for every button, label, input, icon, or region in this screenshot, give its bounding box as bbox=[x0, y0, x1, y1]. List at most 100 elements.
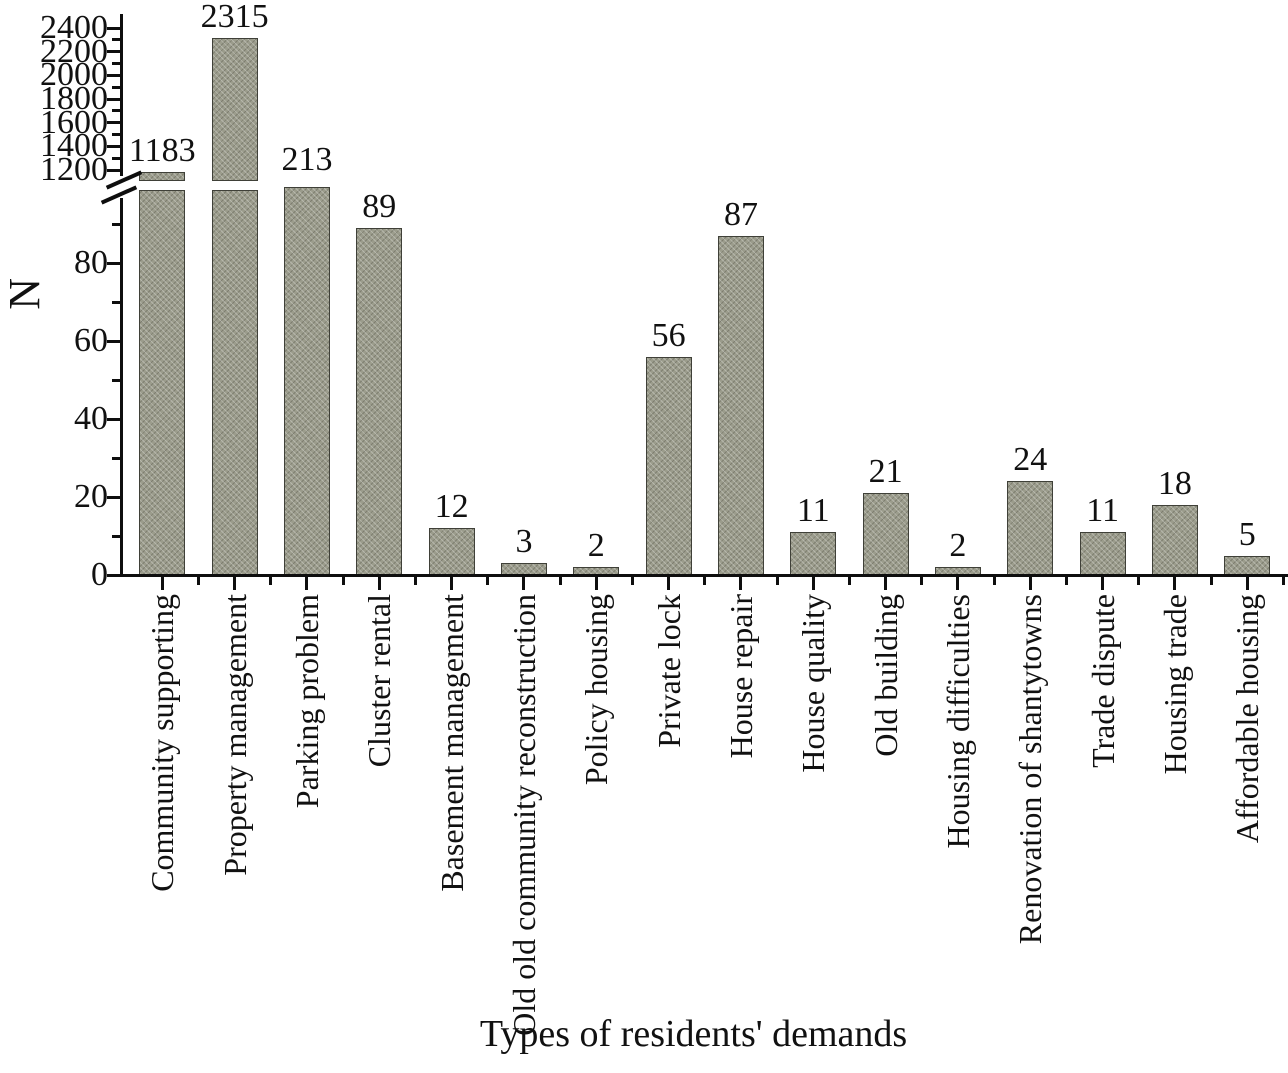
x-minor-tick bbox=[703, 577, 707, 585]
x-major-tick bbox=[377, 577, 381, 590]
y-major-tick bbox=[107, 97, 120, 101]
y-tick-label: 40 bbox=[74, 400, 108, 437]
bar-parking-problem bbox=[283, 187, 330, 575]
x-major-tick bbox=[667, 577, 671, 590]
x-major-tick bbox=[305, 577, 309, 590]
y-tick-label: 0 bbox=[91, 556, 108, 593]
x-category-label: House quality bbox=[795, 594, 832, 773]
x-minor-tick bbox=[847, 577, 851, 585]
bar-community-supporting-lower bbox=[139, 190, 186, 575]
x-category-label: Cluster rental bbox=[361, 594, 398, 768]
x-major-tick bbox=[1028, 577, 1032, 590]
y-tick-label: 1800 bbox=[40, 80, 108, 117]
x-major-tick bbox=[1101, 577, 1105, 590]
x-major-tick bbox=[1245, 577, 1249, 590]
bar-value-label: 11 bbox=[1086, 492, 1119, 530]
x-category-label: Affordable housing bbox=[1229, 594, 1266, 844]
bar-property-management-upper bbox=[211, 38, 258, 181]
x-minor-tick bbox=[558, 577, 562, 585]
y-major-tick bbox=[107, 261, 120, 265]
y-tick-label: 80 bbox=[74, 244, 108, 281]
bar-value-label: 56 bbox=[651, 316, 686, 354]
y-tick-label: 2200 bbox=[40, 32, 108, 70]
x-major-tick bbox=[1173, 577, 1177, 590]
x-category-label: Private lock bbox=[650, 594, 687, 748]
y-major-tick bbox=[107, 73, 120, 77]
x-category-label: Property management bbox=[216, 594, 253, 876]
bar-old-building bbox=[862, 493, 909, 575]
x-category-label: Basement management bbox=[433, 594, 470, 892]
y-axis-title: N bbox=[0, 278, 49, 310]
x-minor-tick bbox=[1137, 577, 1141, 585]
x-major-tick bbox=[522, 577, 526, 590]
y-tick-label: 1200 bbox=[40, 151, 108, 188]
x-minor-tick bbox=[196, 577, 200, 585]
x-minor-tick bbox=[1064, 577, 1068, 585]
y-minor-tick bbox=[112, 38, 120, 42]
bar-value-label: 3 bbox=[515, 523, 533, 561]
x-category-label: Housing difficulties bbox=[939, 594, 976, 849]
y-minor-tick bbox=[112, 222, 120, 226]
x-minor-tick bbox=[269, 577, 273, 585]
bar-value-label: 24 bbox=[1013, 441, 1048, 479]
y-major-tick bbox=[107, 144, 120, 148]
x-axis-title: Types of residents' demands bbox=[479, 1013, 908, 1055]
y-tick-label: 20 bbox=[74, 478, 108, 515]
y-major-tick bbox=[107, 121, 120, 125]
y-minor-tick bbox=[112, 85, 120, 89]
x-minor-tick bbox=[630, 577, 634, 585]
x-minor-tick bbox=[992, 577, 996, 585]
bar-value-label: 1183 bbox=[128, 132, 196, 169]
bar-value-label: 5 bbox=[1238, 515, 1256, 553]
y-tick-label: 60 bbox=[74, 322, 108, 359]
y-axis-line bbox=[120, 14, 123, 577]
bar-private-lock bbox=[645, 356, 692, 575]
x-category-label: Renovation of shantytowns bbox=[1012, 594, 1049, 945]
y-major-tick bbox=[107, 573, 120, 577]
bar-affordable-housing bbox=[1224, 555, 1271, 575]
y-tick-label: 1600 bbox=[40, 103, 108, 141]
bar-value-label: 12 bbox=[434, 488, 469, 526]
x-axis-line bbox=[120, 574, 1288, 577]
y-minor-tick bbox=[112, 456, 120, 460]
x-major-tick bbox=[811, 577, 815, 590]
x-category-label: Policy housing bbox=[578, 594, 615, 786]
bar-house-quality bbox=[790, 532, 837, 575]
y-minor-tick bbox=[112, 378, 120, 382]
x-minor-tick bbox=[486, 577, 490, 585]
x-category-label: Trade dispute bbox=[1084, 594, 1121, 768]
bar-basement-management bbox=[428, 528, 475, 575]
y-minor-tick bbox=[112, 62, 120, 65]
x-major-tick bbox=[594, 577, 598, 590]
x-category-label: Parking problem bbox=[288, 594, 325, 809]
bar-renovation-of-shantytowns bbox=[1007, 481, 1054, 575]
x-category-label: House repair bbox=[722, 594, 759, 759]
bar-value-label: 2315 bbox=[200, 0, 269, 36]
bar-value-label: 18 bbox=[1157, 464, 1192, 502]
bar-value-label: 87 bbox=[723, 195, 758, 233]
bar-trade-dispute bbox=[1079, 532, 1126, 575]
bar-value-label: 11 bbox=[796, 492, 830, 530]
bar-value-label: 2 bbox=[949, 527, 967, 565]
y-tick-label: 1400 bbox=[40, 127, 108, 165]
y-major-tick bbox=[107, 495, 120, 499]
y-minor-tick bbox=[112, 109, 120, 113]
y-major-tick bbox=[107, 26, 120, 30]
bar-value-label: 89 bbox=[362, 187, 397, 225]
x-major-tick bbox=[233, 577, 237, 590]
y-minor-tick bbox=[112, 534, 120, 538]
x-minor-tick bbox=[341, 577, 345, 585]
x-minor-tick bbox=[775, 577, 779, 585]
x-category-label: Old building bbox=[867, 594, 904, 757]
y-major-tick bbox=[107, 417, 120, 421]
x-category-label: Housing trade bbox=[1156, 594, 1193, 775]
bar-value-label: 21 bbox=[868, 453, 903, 491]
x-major-tick bbox=[450, 577, 454, 590]
y-major-tick bbox=[107, 168, 120, 172]
x-minor-tick bbox=[920, 577, 924, 585]
y-major-tick bbox=[107, 339, 120, 343]
bar-value-label: 2 bbox=[587, 527, 605, 565]
y-minor-tick bbox=[112, 300, 120, 304]
